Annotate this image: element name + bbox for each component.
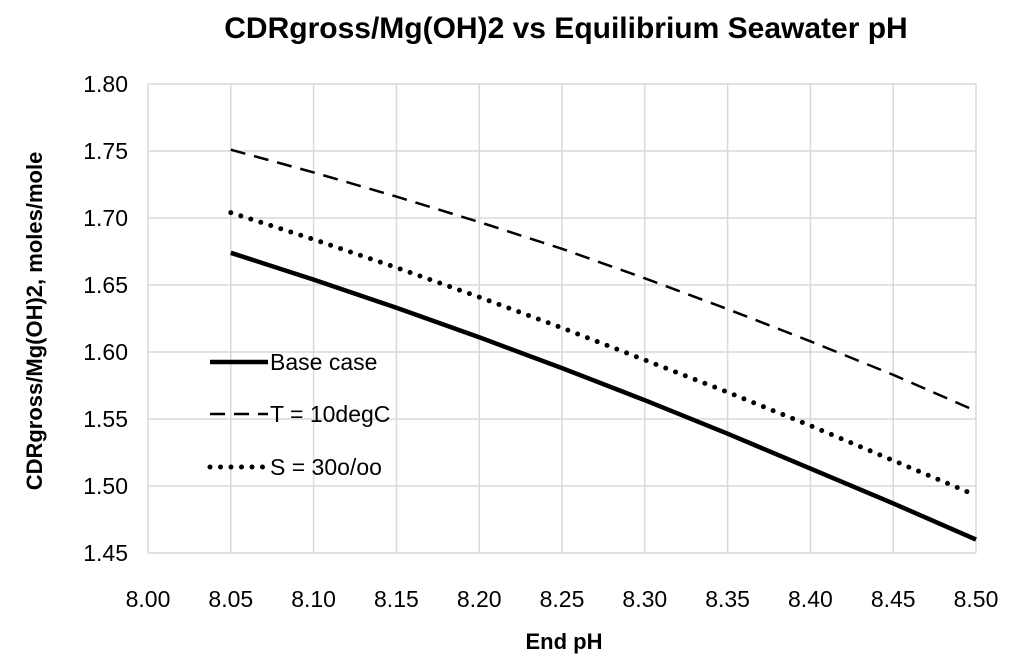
x-axis-title: End pH — [526, 629, 603, 654]
y-tick-label: 1.45 — [83, 540, 128, 566]
x-tick-label: 8.35 — [705, 586, 750, 612]
chart-title: CDRgross/Mg(OH)2 vs Equilibrium Seawater… — [224, 12, 907, 45]
y-tick-label: 1.65 — [83, 272, 128, 298]
y-axis-title: CDRgross/Mg(OH)2, moles/mole — [22, 152, 47, 491]
y-tick-label: 1.50 — [83, 473, 128, 499]
y-tick-label: 1.80 — [83, 71, 128, 97]
x-tick-label: 8.15 — [374, 586, 419, 612]
x-tick-label: 8.50 — [954, 586, 999, 612]
series-lines — [228, 148, 979, 542]
y-tick-label: 1.55 — [83, 406, 128, 432]
legend-label-2: T = 10degC — [270, 401, 390, 427]
x-tick-label: 8.45 — [871, 586, 916, 612]
x-tick-label: 8.40 — [788, 586, 833, 612]
x-tick-label: 8.25 — [540, 586, 585, 612]
x-tick-label: 8.20 — [457, 586, 502, 612]
legend-label-3: S = 30o/oo — [270, 454, 382, 480]
gridlines — [147, 83, 977, 554]
tick-labels: 1.45 1.50 1.55 1.60 1.65 1.70 1.75 1.80 8.00 8.05… — [83, 71, 998, 612]
series-line-3 — [228, 210, 979, 498]
series-line-2 — [230, 148, 977, 413]
legend-label-1: Base case — [270, 349, 377, 375]
y-tick-label: 1.75 — [83, 138, 128, 164]
y-tick-label: 1.70 — [83, 205, 128, 231]
legend: Base case T = 10degC S = 30o/oo — [207, 349, 390, 480]
x-tick-label: 8.10 — [291, 586, 336, 612]
x-tick-label: 8.05 — [208, 586, 253, 612]
series-line-1 — [230, 250, 977, 542]
x-tick-label: 8.30 — [622, 586, 667, 612]
x-tick-label: 8.00 — [126, 586, 171, 612]
y-tick-label: 1.60 — [83, 339, 128, 365]
